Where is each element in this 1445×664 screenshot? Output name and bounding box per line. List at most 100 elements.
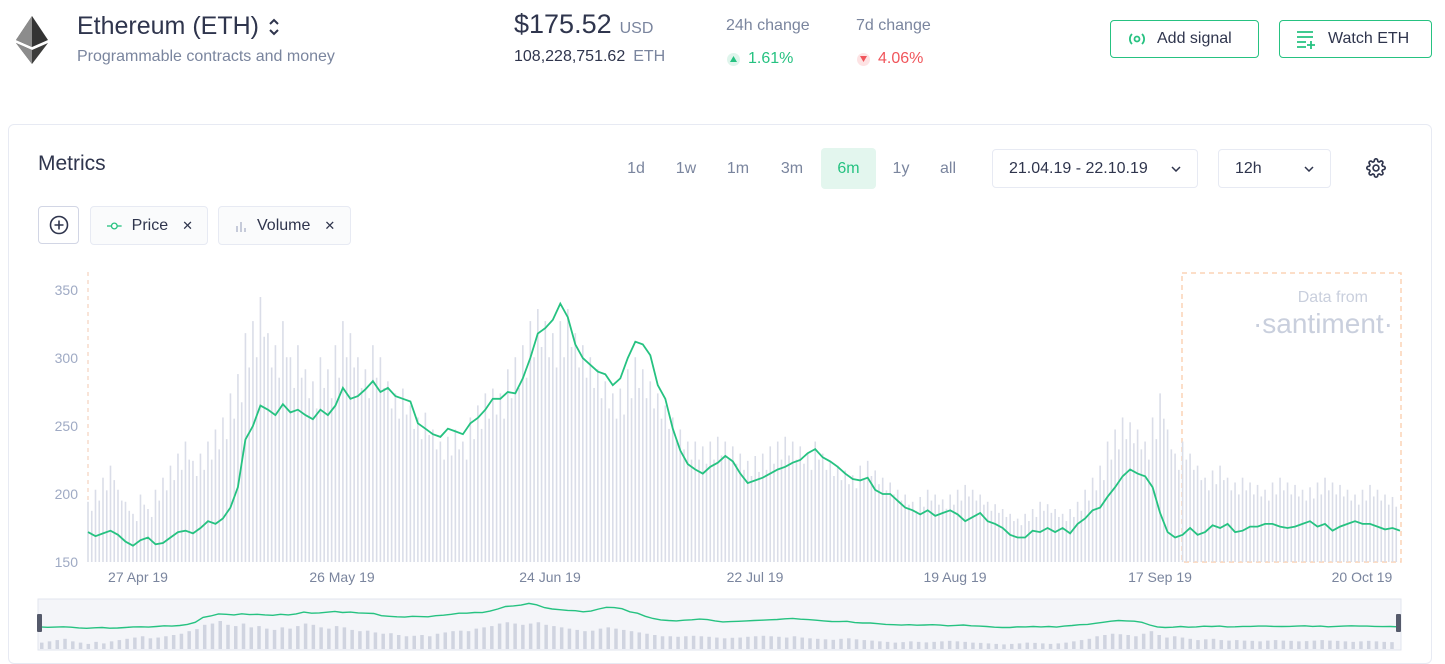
date-range-select[interactable]: 21.04.19 - 22.10.19 [992,149,1198,188]
volume-bar [1245,490,1248,562]
add-metric-button[interactable] [38,206,79,244]
navigator-volume-bar [622,629,626,649]
close-icon[interactable]: ✕ [324,217,336,233]
range-1d[interactable]: 1d [627,159,645,177]
range-1w[interactable]: 1w [675,159,697,177]
volume-bar [458,449,460,562]
volume-bar [1241,477,1244,562]
volume-bar [338,377,340,562]
navigator-volume-bar [1025,642,1030,649]
volume-bar [109,465,112,562]
close-icon[interactable]: ✕ [182,217,193,233]
range-6m[interactable]: 6m [821,148,876,189]
volume-bar [154,489,157,562]
volume-bar [769,446,772,562]
gear-icon[interactable] [1366,158,1386,178]
asset-title[interactable]: Ethereum (ETH) [77,12,281,41]
volume-bar [1312,498,1315,562]
navigator-volume-bar [1266,640,1270,649]
volume-bar [267,333,269,562]
volume-bar [293,387,295,562]
volume-bar [1391,496,1394,562]
navigator-volume-bar [78,642,83,649]
navigator-volume-bar [730,637,735,649]
volume-bar [881,477,884,562]
volume-bar [570,346,573,562]
range-1m[interactable]: 1m [726,159,750,177]
navigator-volume-bar [823,639,828,649]
volume-bar [360,387,363,562]
y-tick-label: 150 [55,554,79,570]
navigator-left-handle[interactable] [37,614,42,632]
volume-bar [480,428,483,562]
navigator-volume-bar [792,636,797,649]
range-3m[interactable]: 3m [780,159,804,177]
volume-bar [1140,449,1143,562]
volume-bars [87,297,1398,562]
range-all[interactable]: all [939,159,956,177]
navigator-volume-bar [1297,641,1301,649]
volume-bar [1372,496,1375,562]
volume-bar [578,367,580,562]
volume-bar [1125,439,1128,562]
volume-bar [923,506,925,562]
volume-bar [600,398,603,562]
volume-bar [904,494,906,562]
y-tick-label: 250 [55,418,79,434]
navigator-right-handle[interactable] [1396,614,1401,632]
volume-bar [1208,490,1210,562]
navigator-volume-bar [521,624,525,649]
volume-bar [488,418,490,562]
volume-bar [765,469,768,562]
volume-bar [934,494,936,562]
volume-bar [300,377,303,562]
volume-bar [724,441,727,562]
navigator-volume-bar [342,627,347,649]
volume-bar [1114,429,1116,562]
navigator-volume-bar [816,638,820,649]
volume-bar [199,453,202,562]
volume-bar [1249,482,1251,562]
volume-bar [507,369,509,562]
volume-bar [368,398,370,562]
volume-bar [477,405,479,562]
volume-bar [454,429,457,562]
volume-bar [1223,480,1225,562]
volume-bar [420,439,423,562]
navigator-volume-bar [296,626,300,649]
volume-bar [597,369,599,562]
volume-bar [248,367,250,562]
volume-bar [1043,510,1045,562]
volume-bar [919,496,921,562]
price-line [87,301,1401,547]
navigator-volume-bar [187,631,191,649]
volume-bar [634,357,637,562]
volume-metric-chip[interactable]: Volume ✕ [218,206,351,245]
navigator-volume-bar [490,626,494,649]
sort-icon[interactable] [267,16,281,38]
volume-bar [495,414,498,562]
price-metric-chip[interactable]: Price ✕ [90,206,208,245]
volume-bar [1005,516,1008,562]
navigator-volume-bar [784,637,789,649]
volume-bar [1204,477,1206,562]
navigator-volume-bar [1126,635,1130,649]
volume-bar [615,418,618,562]
watch-eth-button[interactable]: Watch ETH [1279,20,1432,58]
volume-bar [203,469,206,562]
interval-select[interactable]: 12h [1218,149,1331,188]
navigator-volume-bar [1095,636,1099,649]
volume-bar [289,357,292,562]
volume-bar [870,475,873,562]
chevron-down-icon [1304,165,1314,172]
add-signal-button[interactable]: Add signal [1110,20,1259,58]
navigator-volume-bar [839,638,843,649]
navigator-volume-bar [800,637,804,649]
volume-bar [863,480,865,562]
navigator-volume-bar [738,637,742,649]
navigator-volume-bar [1211,638,1216,649]
volume-bar [330,398,333,562]
range-1y[interactable]: 1y [892,159,910,177]
volume-bar [671,417,674,562]
